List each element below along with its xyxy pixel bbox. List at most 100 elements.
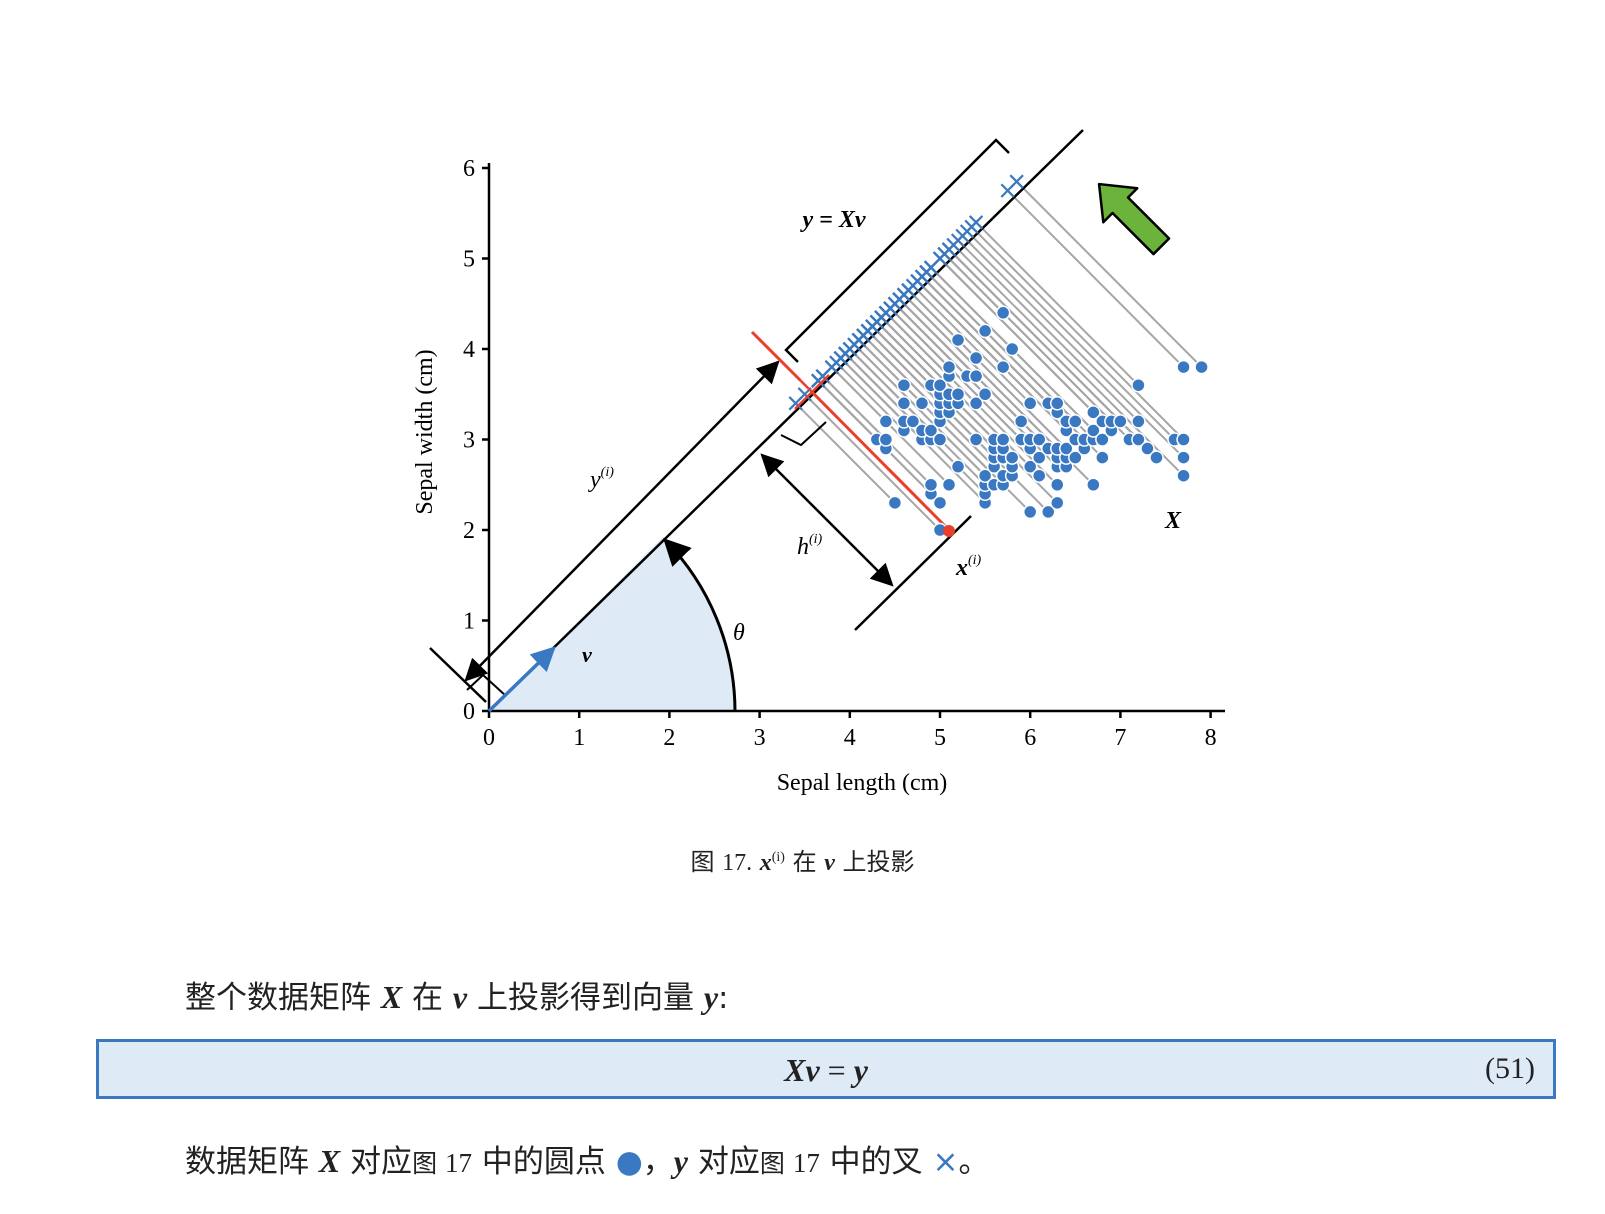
projection-line	[1015, 180, 1203, 368]
data-point	[1031, 432, 1047, 447]
y-tick-label: 2	[463, 518, 475, 544]
highlight-cross	[794, 374, 830, 410]
label-theta: θ	[733, 620, 745, 646]
projection-cross	[964, 219, 979, 234]
y-i-extension-origin	[429, 647, 487, 703]
projection-line	[957, 239, 1140, 423]
x-tick-label: 1	[573, 725, 585, 751]
data-point	[1095, 450, 1110, 465]
projection-line	[1006, 189, 1185, 368]
data-point	[1149, 450, 1164, 465]
data-point	[995, 432, 1011, 447]
x-tick-label: 4	[844, 725, 856, 751]
paragraph-projection: 整个数据矩阵 X 在 v 上投影得到向量 y:	[185, 979, 729, 1016]
projection-cross	[811, 373, 826, 388]
label-x-i: x(i)	[955, 553, 982, 581]
data-point	[1004, 341, 1020, 357]
data-point	[1086, 423, 1101, 438]
data-point	[932, 432, 948, 447]
x-tick-label: 6	[1024, 725, 1036, 751]
green-arrow-icon	[1097, 182, 1171, 256]
data-point	[1050, 396, 1065, 411]
label-h-i: h(i)	[797, 532, 823, 560]
data-point	[887, 495, 903, 511]
equation: Xv = y	[784, 1052, 868, 1088]
y-tick-label: 1	[463, 609, 475, 635]
y-tick-label: 3	[463, 428, 475, 454]
data-point	[968, 396, 984, 411]
data-point	[941, 477, 957, 492]
data-point	[905, 414, 921, 429]
data-point	[950, 332, 966, 348]
data-points	[869, 305, 1209, 538]
y-tick-label: 6	[463, 156, 475, 182]
data-point	[977, 387, 993, 402]
caption-x: x	[759, 850, 772, 876]
data-point	[1004, 450, 1020, 465]
x-tick-label: 3	[754, 725, 766, 751]
data-point	[896, 377, 912, 393]
data-point	[1050, 495, 1065, 511]
data-point	[1176, 468, 1191, 483]
projection-line	[840, 357, 986, 504]
highlight-projection-line	[810, 390, 951, 532]
data-point	[914, 396, 930, 411]
data-point	[1113, 414, 1128, 429]
x-tick-label: 0	[483, 725, 495, 751]
projection-line	[943, 253, 1131, 441]
projection-line	[835, 361, 905, 432]
projection-cross	[896, 287, 912, 302]
equation-number: (51)	[1485, 1052, 1535, 1085]
data-point	[1131, 432, 1146, 447]
projection-line	[912, 284, 1031, 405]
data-point	[1095, 432, 1110, 447]
data-point	[1131, 377, 1146, 393]
data-point	[878, 414, 894, 429]
y-ticks: 0 1 2 3 4 5 6	[463, 156, 489, 725]
data-point	[1031, 450, 1047, 465]
data-point	[1176, 432, 1191, 447]
label-y-eq-xv: y = Xv	[800, 207, 866, 233]
data-point	[995, 359, 1011, 375]
data-point	[896, 396, 912, 411]
equation-box: Xv = y (51)	[96, 1039, 1556, 1099]
projection-line	[853, 343, 995, 486]
data-point	[1031, 468, 1047, 483]
figure-caption: 图 17. x(i) 在 v 上投影	[0, 842, 1605, 877]
theta-wedge	[489, 537, 735, 711]
projection-line	[975, 221, 1140, 386]
data-point	[1068, 450, 1083, 465]
projection-line	[867, 330, 1049, 513]
data-point	[1176, 359, 1191, 375]
y-axis-label: Sepal width (cm)	[412, 349, 438, 514]
data-point	[1059, 441, 1074, 456]
data-point	[977, 323, 993, 339]
projection-line	[961, 235, 1185, 459]
caption-suffix: 上投影	[834, 848, 915, 876]
right-angle-origin	[466, 673, 507, 697]
h-i-dimension-line	[760, 453, 894, 587]
data-point	[878, 432, 894, 447]
projection-cross	[1009, 174, 1024, 189]
label-X: X	[1164, 508, 1182, 534]
projection-line	[966, 230, 1176, 441]
dot-icon: ●	[615, 1144, 643, 1180]
y-i-extension-proj	[750, 330, 802, 382]
data-point	[1086, 405, 1101, 420]
data-point	[1022, 396, 1038, 411]
projection-line	[970, 226, 1185, 441]
data-point	[968, 432, 984, 447]
paragraph-legend: 数据矩阵 X 对应图 17 中的圆点 ●，y 对应图 17 中的叉 ×。	[185, 1143, 990, 1180]
data-point	[1131, 414, 1146, 429]
caption-number: 17.	[722, 850, 753, 876]
data-point	[932, 495, 948, 511]
data-point	[968, 350, 984, 366]
projection-line	[907, 289, 1077, 459]
data-point	[995, 305, 1011, 321]
y-tick-label: 0	[463, 699, 475, 725]
y-tick-label: 4	[463, 337, 475, 363]
data-point	[1022, 504, 1038, 520]
cross-icon: ×	[932, 1144, 959, 1180]
x-axis-label: Sepal length (cm)	[777, 770, 948, 796]
right-angle-projection	[780, 421, 827, 447]
